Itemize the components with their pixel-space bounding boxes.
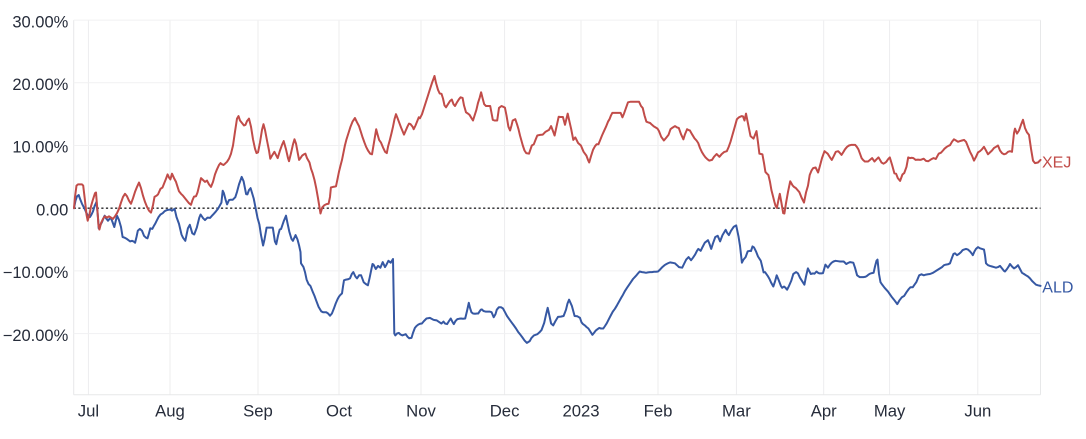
svg-text:Apr: Apr bbox=[811, 402, 837, 421]
svg-text:0.00: 0.00 bbox=[36, 201, 68, 219]
svg-text:Dec: Dec bbox=[490, 402, 520, 421]
svg-text:2023: 2023 bbox=[562, 402, 599, 421]
svg-text:Jul: Jul bbox=[78, 402, 99, 421]
svg-text:Aug: Aug bbox=[155, 402, 185, 421]
svg-text:ALD: ALD bbox=[1042, 280, 1073, 297]
svg-text:10.00%: 10.00% bbox=[12, 139, 68, 157]
svg-text:−20.00%: −20.00% bbox=[3, 327, 69, 345]
svg-text:−10.00%: −10.00% bbox=[3, 264, 69, 282]
svg-text:Sep: Sep bbox=[243, 402, 273, 421]
svg-text:30.00%: 30.00% bbox=[12, 13, 68, 31]
svg-text:20.00%: 20.00% bbox=[12, 76, 68, 94]
svg-text:Oct: Oct bbox=[326, 402, 352, 421]
svg-text:Jun: Jun bbox=[964, 402, 991, 421]
svg-text:XEJ: XEJ bbox=[1042, 155, 1071, 172]
svg-text:Feb: Feb bbox=[644, 402, 673, 421]
svg-text:Nov: Nov bbox=[406, 402, 436, 421]
svg-text:Mar: Mar bbox=[722, 402, 751, 421]
svg-text:May: May bbox=[874, 402, 906, 421]
